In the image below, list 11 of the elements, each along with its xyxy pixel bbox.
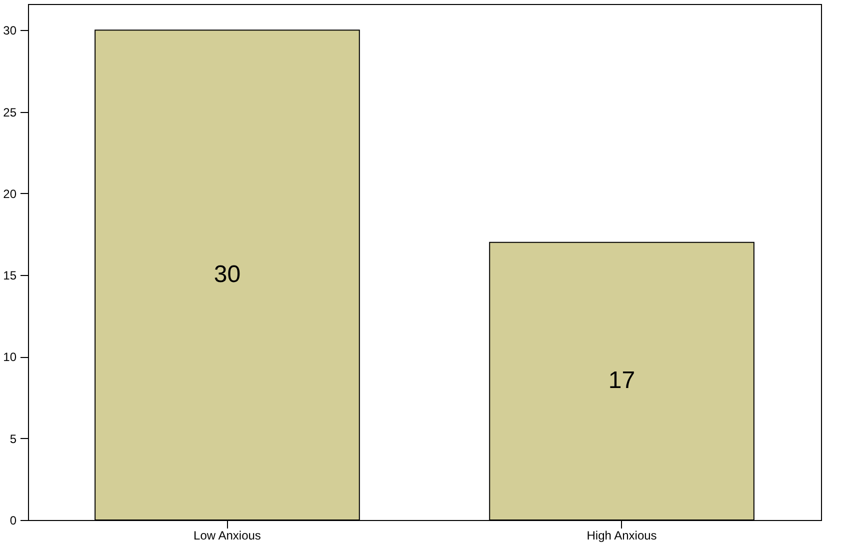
y-tick-label: 25 — [3, 105, 17, 120]
data-label: 30 — [214, 261, 241, 288]
x-tick-label: Low Anxious — [194, 528, 261, 542]
y-tick-label: 20 — [3, 186, 17, 201]
y-tick-label: 30 — [3, 24, 17, 38]
y-tick-label: 10 — [3, 350, 17, 364]
y-tick-label: 5 — [10, 432, 17, 446]
y-tick-label: 0 — [10, 514, 17, 528]
y-tick-label: 15 — [3, 268, 17, 283]
x-tick-label: High Anxious — [586, 528, 657, 542]
data-label: 17 — [608, 367, 636, 394]
